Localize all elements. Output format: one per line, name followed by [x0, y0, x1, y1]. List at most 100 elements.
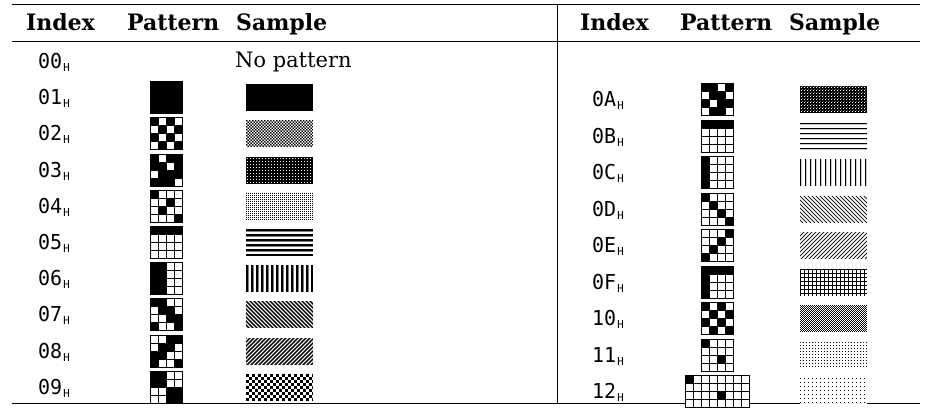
index-subscript: H [63, 61, 70, 74]
pattern-bitmap-03 [149, 153, 183, 187]
index-right-0F: 0FH [592, 270, 624, 295]
index-left-08: 08H [38, 339, 70, 364]
index-subscript: H [63, 386, 70, 400]
header-pattern-right: Pattern [680, 10, 773, 36]
index-left-05: 05H [38, 230, 70, 255]
header-pattern-left: Pattern [127, 10, 220, 36]
index-right-10: 10H [592, 306, 624, 331]
table-top-rule [12, 4, 920, 5]
pattern-bitmap-08 [149, 334, 183, 368]
sample-swatch-02 [246, 120, 313, 148]
sample-swatch-03 [246, 156, 313, 184]
index-subscript: H [617, 172, 624, 185]
index-left-06: 06H [38, 266, 70, 291]
index-right-0A: 0AH [592, 87, 624, 112]
sample-swatch-08 [246, 337, 313, 365]
pattern-bitmap-0A [700, 83, 734, 116]
pattern-bitmap-0C [700, 156, 734, 189]
pattern-bitmap-0D [700, 192, 734, 226]
index-left-01: 01H [38, 85, 70, 110]
sample-swatch-10 [800, 305, 867, 332]
index-value: 0B [592, 123, 617, 148]
index-value: 12 [592, 379, 617, 403]
index-left-03: 03H [38, 158, 70, 183]
index-right-0E: 0EH [592, 233, 624, 258]
index-value: 01 [38, 85, 63, 110]
index-subscript: H [63, 242, 70, 255]
index-subscript: H [617, 99, 624, 112]
index-right-0B: 0BH [592, 124, 624, 149]
index-right-0C: 0CH [592, 160, 624, 185]
pattern-bitmap-06 [149, 262, 183, 296]
index-value: 04 [38, 193, 63, 218]
index-value: 0E [592, 233, 617, 257]
index-subscript: H [63, 97, 70, 111]
table-bottom-rule [12, 403, 920, 404]
index-right-11: 11H [592, 343, 624, 368]
index-value: 07 [38, 302, 63, 327]
index-subscript: H [63, 133, 70, 147]
header-index-left: Index [26, 10, 95, 36]
index-subscript: H [617, 281, 624, 295]
index-subscript: H [617, 354, 624, 368]
index-value: 08 [38, 338, 63, 363]
header-rule [12, 41, 920, 42]
pattern-bitmap-0B [700, 119, 734, 153]
index-subscript: H [617, 208, 624, 222]
column-divider [557, 4, 558, 404]
index-subscript: H [617, 135, 624, 149]
pattern-bitmap-04 [149, 189, 183, 223]
index-value: 0A [592, 87, 617, 111]
pattern-bitmap-12 [684, 375, 750, 408]
index-left-09: 09H [38, 375, 70, 400]
sample-swatch-0D [800, 195, 867, 223]
pattern-bitmap-02 [149, 117, 183, 151]
sample-swatch-0A [800, 86, 867, 113]
sample-swatch-05 [246, 229, 313, 256]
pattern-bitmap-10 [700, 302, 734, 335]
index-value: 0F [592, 269, 617, 294]
index-subscript: H [617, 391, 624, 404]
index-value: 02 [38, 121, 63, 146]
pattern-bitmap-11 [700, 338, 734, 372]
pattern-bitmap-07 [149, 298, 183, 332]
index-subscript: H [63, 278, 70, 292]
pattern-bitmap-01 [149, 81, 183, 115]
sample-swatch-0F [800, 268, 867, 296]
pattern-bitmap-05 [149, 226, 183, 259]
sample-swatch-04 [246, 192, 313, 220]
index-value: 06 [38, 266, 63, 291]
index-subscript: H [63, 314, 70, 328]
sample-swatch-09 [246, 373, 313, 401]
index-left-04: 04H [38, 194, 70, 219]
sample-swatch-0E [800, 232, 867, 259]
index-subscript: H [63, 350, 70, 364]
header-index-right: Index [580, 10, 649, 36]
index-subscript: H [617, 245, 624, 258]
header-sample-right: Sample [789, 10, 881, 36]
index-value: 10 [592, 306, 617, 330]
sample-swatch-0C [800, 159, 867, 186]
sample-swatch-11 [800, 341, 867, 369]
index-value: 11 [592, 342, 617, 367]
index-subscript: H [617, 318, 624, 331]
sample-swatch-0B [800, 122, 867, 150]
index-left-02: 02H [38, 121, 70, 146]
index-value: 0D [592, 196, 617, 221]
index-value: 0C [592, 160, 617, 184]
pattern-table: Index Pattern Sample Index Pattern Sampl… [12, 4, 920, 408]
index-right-12: 12H [592, 379, 624, 404]
index-subscript: H [63, 205, 70, 219]
index-right-0D: 0DH [592, 197, 624, 222]
sample-swatch-06 [246, 265, 313, 293]
index-value: 03 [38, 157, 63, 182]
index-subscript: H [63, 169, 70, 183]
sample-swatch-01 [246, 84, 313, 112]
sample-swatch-12 [800, 378, 867, 405]
index-value: 00 [38, 49, 63, 73]
no-pattern-label: No pattern [235, 48, 352, 72]
pattern-bitmap-09 [149, 370, 183, 404]
pattern-bitmap-0F [700, 265, 734, 299]
index-left-00: 00H [38, 49, 70, 74]
header-sample-left: Sample [236, 10, 328, 36]
